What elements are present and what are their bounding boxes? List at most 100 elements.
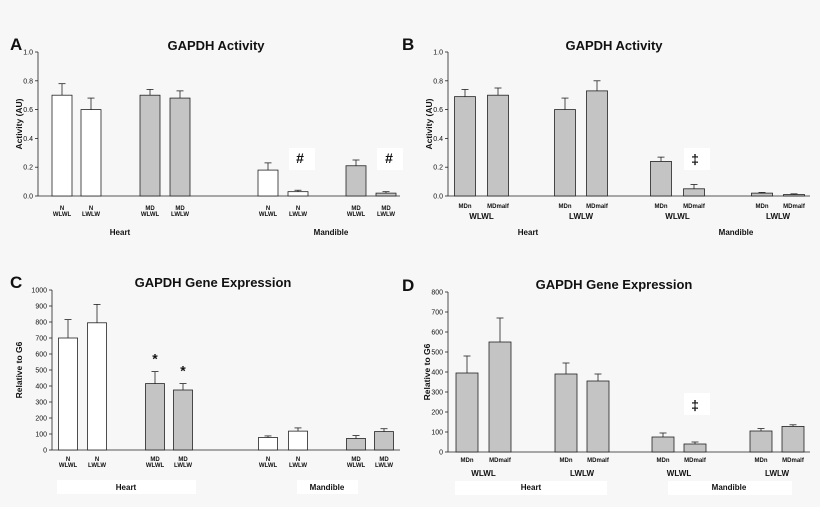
y-axis-label: Relative to G6 xyxy=(422,343,432,400)
y-tick-label: 800 xyxy=(35,320,47,327)
panel-letter: B xyxy=(402,35,414,54)
bar-label: LWLW xyxy=(82,212,100,218)
bar-label: LWLW xyxy=(171,212,189,218)
bar-label: WLWL xyxy=(347,212,366,218)
bar-label: N xyxy=(266,457,270,463)
bar-label: MD xyxy=(351,457,361,463)
bar-label: MD xyxy=(381,206,391,212)
bar xyxy=(554,109,576,197)
bar xyxy=(455,372,479,453)
y-tick-label: 0.6 xyxy=(23,107,33,114)
bar xyxy=(586,90,608,197)
y-tick-label: 900 xyxy=(35,304,47,311)
bar-label: WLWL xyxy=(59,463,78,469)
y-tick-label: 0.6 xyxy=(433,107,443,114)
bar xyxy=(51,94,73,197)
subgroup-label: WLWL xyxy=(469,212,494,221)
bar xyxy=(80,109,102,197)
significance-mark: # xyxy=(296,150,304,166)
y-tick-label: 500 xyxy=(431,350,443,357)
y-tick-label: 500 xyxy=(35,368,47,375)
y-tick-label: 0.8 xyxy=(433,78,443,85)
y-tick-label: 0.0 xyxy=(433,194,443,201)
bar-label: LWLW xyxy=(289,463,307,469)
y-tick-label: 200 xyxy=(35,416,47,423)
group-label: Mandible xyxy=(719,228,754,237)
bar-label: MDmalf xyxy=(587,458,610,464)
y-tick-label: 0.2 xyxy=(23,165,33,172)
y-tick-label: 0.0 xyxy=(23,194,33,201)
y-tick-label: 1000 xyxy=(31,288,47,295)
panel-a: A GAPDH Activity 0.0 0.2 0.4 0.6 0.8 1.0 Activit… xyxy=(10,35,403,237)
panel-letter: D xyxy=(402,276,414,295)
bar-label: MD xyxy=(150,457,160,463)
y-tick-label: 0.2 xyxy=(433,165,443,172)
bar-label: MD xyxy=(175,206,185,212)
y-tick-label: 600 xyxy=(35,352,47,359)
group-label: Heart xyxy=(521,483,542,492)
significance-mark: # xyxy=(385,150,393,166)
subgroup-label: WLWL xyxy=(667,469,692,478)
bar-label: LWLW xyxy=(289,212,307,218)
bar-label: N xyxy=(89,206,93,212)
subgroup-label: LWLW xyxy=(766,212,790,221)
mark-box xyxy=(684,393,710,415)
bar xyxy=(751,192,773,197)
bar-label: LWLW xyxy=(375,463,393,469)
bar xyxy=(173,389,193,451)
bar xyxy=(651,436,675,453)
bar-label: WLWL xyxy=(53,212,72,218)
group-label: Heart xyxy=(518,228,539,237)
group-label: Heart xyxy=(116,483,137,492)
y-tick-label: 400 xyxy=(35,384,47,391)
bar-label: MDn xyxy=(560,458,573,464)
group-label-box xyxy=(297,480,358,494)
bar-label: MDmalf xyxy=(783,204,806,210)
y-tick-label: 0.4 xyxy=(433,136,443,143)
bar xyxy=(683,443,707,453)
mark-box xyxy=(377,148,403,170)
group-label: Heart xyxy=(110,228,131,237)
bar-label: WLWL xyxy=(259,463,278,469)
y-tick-label: 1.0 xyxy=(23,50,33,57)
bar-label: WLWL xyxy=(146,463,165,469)
group-label: Mandible xyxy=(310,483,345,492)
bar xyxy=(554,373,578,453)
bar xyxy=(288,430,308,451)
bar xyxy=(287,191,309,197)
bar-label: LWLW xyxy=(377,212,395,218)
y-tick-label: 0.4 xyxy=(23,136,33,143)
subgroup-label: WLWL xyxy=(665,212,690,221)
bar-label: MDn xyxy=(559,204,572,210)
bar xyxy=(145,383,165,451)
bar xyxy=(169,97,191,197)
significance-mark: * xyxy=(152,351,158,367)
bar xyxy=(487,94,509,197)
y-axis-label: Activity (AU) xyxy=(14,98,24,149)
bar xyxy=(488,341,512,453)
y-tick-label: 0 xyxy=(439,450,443,457)
y-axis-label: Relative to G6 xyxy=(14,341,24,398)
y-tick-label: 200 xyxy=(431,410,443,417)
bar xyxy=(650,161,672,197)
panel-letter: A xyxy=(10,35,22,54)
subgroup-label: LWLW xyxy=(569,212,593,221)
bar xyxy=(374,431,394,451)
bar xyxy=(683,188,705,197)
bar xyxy=(258,437,278,451)
subgroup-label: LWLW xyxy=(765,469,789,478)
group-label-box xyxy=(57,480,196,494)
bar-label: N xyxy=(95,457,99,463)
bar-label: N xyxy=(66,457,70,463)
bar xyxy=(749,430,773,453)
bar-label: MDmalf xyxy=(489,458,512,464)
bar-label: MDn xyxy=(756,204,769,210)
bar-label: LWLW xyxy=(88,463,106,469)
bar-label: WLWL xyxy=(347,463,366,469)
chart-title: GAPDH Activity xyxy=(565,38,663,53)
bar xyxy=(586,380,610,453)
mark-box xyxy=(684,148,710,170)
y-tick-label: 1.0 xyxy=(433,50,443,57)
y-tick-label: 300 xyxy=(431,390,443,397)
bar xyxy=(375,192,397,197)
